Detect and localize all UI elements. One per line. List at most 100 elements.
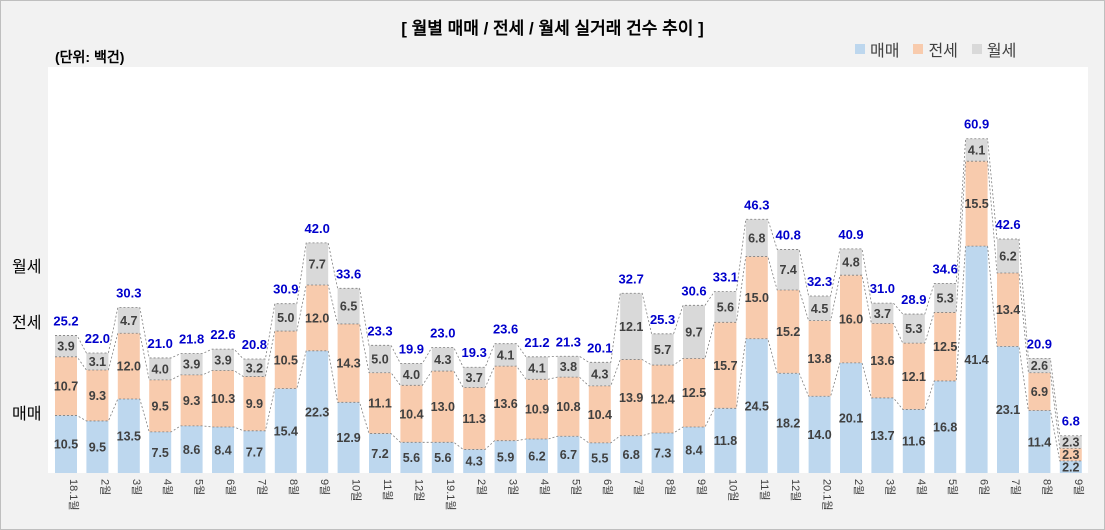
data-label: 5.3 [937, 291, 954, 305]
data-label: 9.5 [152, 399, 169, 413]
total-label: 20.9 [1027, 336, 1052, 351]
bar-전세 [871, 323, 894, 398]
x-tick-label: 12월 [412, 479, 425, 501]
data-label: 10.4 [588, 408, 612, 422]
data-label: 9.3 [89, 389, 106, 403]
bar-매매 [557, 436, 580, 473]
bar-월세 [840, 248, 862, 276]
total-label: 21.3 [556, 334, 581, 349]
bar-월세 [934, 283, 957, 313]
legend-swatch [855, 44, 865, 54]
x-tick-label: 9월 [318, 479, 331, 495]
data-label: 7.7 [246, 445, 263, 459]
bar-전세 [557, 377, 580, 437]
total-label: 30.6 [681, 283, 706, 298]
series-line-전세 [55, 160, 1082, 449]
bar-매매 [117, 399, 140, 473]
data-label: 6.7 [560, 448, 577, 462]
x-tick-label: 2월 [98, 479, 111, 495]
bar-월세 [526, 356, 548, 380]
data-label: 13.6 [870, 354, 894, 368]
data-label: 15.5 [964, 197, 988, 211]
data-label: 9.9 [246, 397, 263, 411]
data-label: 10.8 [556, 400, 580, 414]
data-label: 11.6 [902, 435, 926, 449]
bar-월세 [651, 333, 674, 366]
data-label: 10.4 [399, 407, 423, 421]
bar-전세 [1059, 448, 1082, 461]
data-label: 3.7 [466, 371, 483, 385]
data-label: 6.8 [623, 448, 640, 462]
bar-전세 [997, 272, 1019, 347]
bar-월세 [463, 367, 486, 388]
data-label: 7.2 [371, 447, 388, 461]
legend-label: 월세 [986, 43, 1017, 60]
data-label: 13.5 [117, 430, 141, 444]
bar-전세 [777, 289, 800, 374]
data-label: 12.1 [619, 320, 643, 334]
x-tick-label: 5월 [193, 479, 206, 495]
data-label: 14.3 [336, 357, 360, 371]
bar-월세 [86, 352, 109, 370]
side-label-jeonse: 전세 [12, 315, 42, 332]
bar-전세 [463, 387, 486, 450]
data-label: 11.4 [1028, 435, 1052, 449]
total-label: 33.6 [336, 266, 361, 281]
x-tick-label: 7월 [632, 479, 645, 495]
total-label: 20.1 [587, 340, 612, 355]
data-label: 6.5 [340, 300, 357, 314]
bar-월세 [149, 357, 172, 380]
legend-swatch [913, 44, 924, 54]
x-tick-label: 3월 [507, 479, 520, 495]
bar-월세 [243, 359, 266, 377]
data-label: 9.7 [685, 325, 702, 339]
data-label: 10.5 [54, 438, 78, 452]
total-label: 28.9 [901, 292, 926, 307]
data-label: 3.1 [89, 355, 106, 369]
total-label: 40.8 [776, 227, 801, 242]
x-tick-label: 6월 [978, 479, 991, 495]
bar-월세 [714, 291, 737, 323]
data-label: 6.9 [1031, 385, 1048, 399]
total-label: 60.9 [964, 117, 989, 132]
bar-월세 [117, 307, 140, 334]
bar-매매 [902, 409, 925, 473]
data-label: 13.7 [870, 429, 894, 443]
bar-전세 [651, 365, 674, 433]
bar-전세 [965, 161, 988, 247]
bar-매매 [651, 432, 674, 473]
bar-월세 [400, 363, 423, 386]
data-label: 5.6 [434, 451, 451, 465]
data-label: 23.1 [996, 403, 1020, 417]
bar-전세 [526, 379, 548, 440]
bar-매매 [212, 426, 234, 473]
bar-월세 [494, 343, 517, 367]
bar-매매 [149, 431, 172, 473]
x-tick-label: 18.1월 [67, 479, 80, 511]
data-label: 2.6 [1031, 359, 1048, 373]
data-label: 2.3 [1062, 436, 1079, 450]
data-label: 5.0 [371, 353, 388, 367]
data-label: 8.6 [183, 443, 200, 457]
data-label: 13.0 [431, 400, 455, 414]
bar-월세 [274, 303, 297, 332]
data-label: 6.8 [748, 231, 765, 245]
data-label: 20.1 [839, 411, 863, 425]
x-tick-label: 20.1월 [821, 479, 834, 511]
series-line-월세 [55, 138, 1082, 437]
data-label: 6.2 [528, 450, 545, 464]
bar-전세 [117, 333, 140, 400]
data-label: 4.3 [434, 353, 451, 367]
x-tick-label: 4월 [915, 479, 928, 495]
data-label: 15.4 [274, 424, 298, 438]
unit-label: (단위: 백건) [55, 49, 125, 65]
bar-매매 [431, 442, 454, 473]
bar-매매 [1059, 460, 1082, 473]
legend-item: 전세 [913, 37, 958, 61]
bar-월세 [55, 335, 77, 357]
total-label: 25.2 [53, 313, 78, 328]
data-label: 7.7 [309, 257, 326, 271]
x-tick-label: 8월 [1040, 479, 1053, 495]
data-label: 12.1 [902, 370, 926, 384]
